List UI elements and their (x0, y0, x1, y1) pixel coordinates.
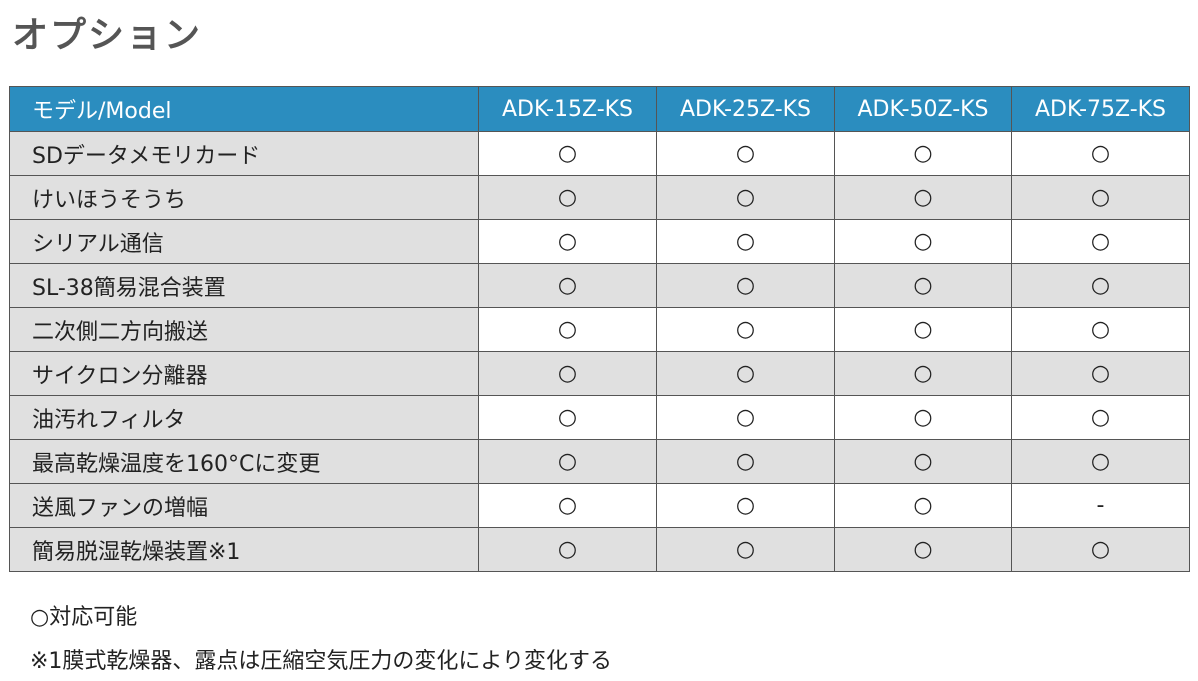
table-body: SDデータメモリカード ○ ○ ○ ○ けいほうそうち ○ ○ ○ ○ シリアル通信 ○ ○ ○ ○ SL-3… (9, 131, 1190, 572)
table-row: 二次側二方向搬送 ○ ○ ○ ○ (9, 307, 1190, 352)
table-row: サイクロン分離器 ○ ○ ○ ○ (9, 351, 1190, 396)
row-label: 最高乾燥温度を160°Cに変更 (9, 439, 479, 484)
column-header: ADK-25Z-KS (656, 86, 835, 132)
header-row: モデル/Model ADK-15Z-KS ADK-25Z-KS ADK-50Z-KS A… (9, 86, 1190, 132)
row-label: けいほうそうち (9, 175, 479, 220)
table-row: シリアル通信 ○ ○ ○ ○ (9, 219, 1190, 264)
cell: ○ (1011, 219, 1190, 264)
cell: ○ (478, 175, 657, 220)
cell: ○ (834, 395, 1012, 440)
options-table: モデル/Model ADK-15Z-KS ADK-25Z-KS ADK-50Z-KS A… (9, 86, 1190, 572)
cell: ○ (834, 527, 1012, 572)
cell: ○ (834, 307, 1012, 352)
cell: ○ (1011, 175, 1190, 220)
row-label: 送風ファンの増幅 (9, 483, 479, 528)
column-header: ADK-75Z-KS (1011, 86, 1190, 132)
row-label: 簡易脱湿乾燥装置※1 (9, 527, 479, 572)
cell: ○ (478, 131, 657, 176)
cell: ○ (478, 527, 657, 572)
table-row: 送風ファンの増幅 ○ ○ ○ - (9, 483, 1190, 528)
note: ○対応可能 (30, 605, 138, 630)
cell: ○ (834, 439, 1012, 484)
column-header: モデル/Model (9, 86, 479, 132)
cell: ○ (834, 483, 1012, 528)
cell: ○ (834, 131, 1012, 176)
cell: ○ (1011, 527, 1190, 572)
cell: ○ (478, 263, 657, 308)
cell: ○ (656, 131, 835, 176)
cell: ○ (656, 307, 835, 352)
cell: - (1011, 483, 1190, 528)
row-label: 二次側二方向搬送 (9, 307, 479, 352)
cell: ○ (656, 351, 835, 396)
row-label: SL-38簡易混合装置 (9, 263, 479, 308)
cell: ○ (478, 351, 657, 396)
cell: ○ (656, 175, 835, 220)
cell: ○ (1011, 131, 1190, 176)
row-label: サイクロン分離器 (9, 351, 479, 396)
column-header: ADK-50Z-KS (834, 86, 1012, 132)
cell: ○ (478, 395, 657, 440)
cell: ○ (656, 527, 835, 572)
cell: ○ (656, 263, 835, 308)
row-label: シリアル通信 (9, 219, 479, 264)
row-label: SDデータメモリカード (9, 131, 479, 176)
row-label: 油汚れフィルタ (9, 395, 479, 440)
cell: ○ (834, 219, 1012, 264)
cell: ○ (478, 307, 657, 352)
title: オプション (12, 15, 203, 56)
note: ※1膜式乾燥器、露点は圧縮空気圧力の変化により変化する (30, 649, 612, 674)
table-row: SL-38簡易混合装置 ○ ○ ○ ○ (9, 263, 1190, 308)
cell: ○ (656, 219, 835, 264)
cell: ○ (478, 483, 657, 528)
cell: ○ (1011, 351, 1190, 396)
table-head: モデル/Model ADK-15Z-KS ADK-25Z-KS ADK-50Z-KS A… (9, 86, 1190, 132)
cell: ○ (834, 263, 1012, 308)
cell: ○ (656, 439, 835, 484)
cell: ○ (656, 395, 835, 440)
table-row: けいほうそうち ○ ○ ○ ○ (9, 175, 1190, 220)
cell: ○ (1011, 439, 1190, 484)
cell: ○ (1011, 307, 1190, 352)
cell: ○ (656, 483, 835, 528)
cell: ○ (834, 351, 1012, 396)
table-row: 簡易脱湿乾燥装置※1 ○ ○ ○ ○ (9, 527, 1190, 572)
cell: ○ (1011, 263, 1190, 308)
cell: ○ (478, 439, 657, 484)
table-row: SDデータメモリカード ○ ○ ○ ○ (9, 131, 1190, 176)
cell: ○ (834, 175, 1012, 220)
column-header: ADK-15Z-KS (478, 86, 657, 132)
table-row: 最高乾燥温度を160°Cに変更 ○ ○ ○ ○ (9, 439, 1190, 484)
cell: ○ (1011, 395, 1190, 440)
cell: ○ (478, 219, 657, 264)
table-row: 油汚れフィルタ ○ ○ ○ ○ (9, 395, 1190, 440)
